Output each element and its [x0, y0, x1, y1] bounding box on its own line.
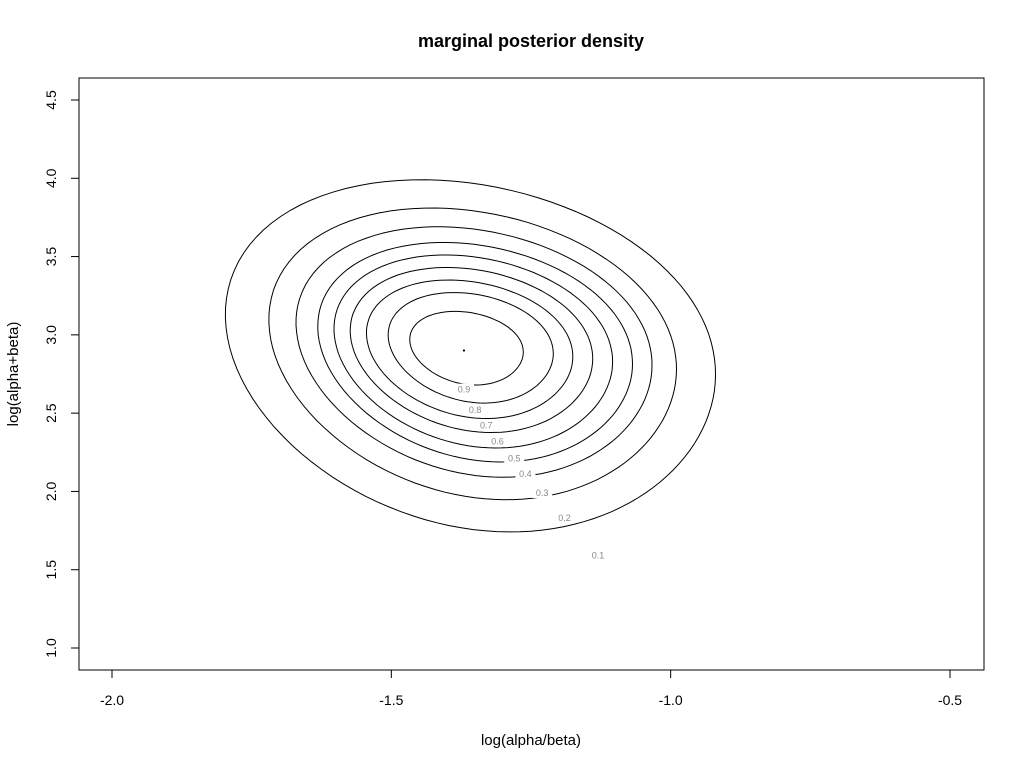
- contour-level-label: 0.6: [491, 436, 504, 446]
- contour-line: [224, 179, 717, 533]
- contour-lines: [224, 179, 717, 533]
- y-axis-label: log(alpha+beta): [5, 322, 22, 427]
- contour-line: [295, 226, 653, 478]
- contour-label-bg: [504, 452, 525, 464]
- contour-label-bg: [465, 404, 486, 416]
- contour-level-label: 0.7: [480, 421, 493, 431]
- x-tick-label: -1.0: [659, 692, 683, 708]
- contour-label-bg: [476, 419, 497, 431]
- y-tick-label: 1.5: [43, 560, 59, 580]
- plot-frame: [78, 77, 985, 671]
- contour-label-bg: [588, 549, 609, 561]
- y-axis: 1.0 1.5 2.0 2.5 3.0 3.5 4.0 4.5: [43, 90, 80, 658]
- contour-line: [409, 310, 524, 386]
- y-tick-label: 3.5: [43, 247, 59, 267]
- x-axis: -2.0 -1.5 -1.0 -0.5: [100, 669, 962, 708]
- contour-line: [366, 279, 574, 419]
- contour-level-label: 0.8: [469, 405, 482, 415]
- contour-line: [333, 254, 614, 449]
- contour-label-bg: [554, 512, 575, 524]
- contour-labels: 0.1 0.2 0.3 0.4 0.5 0.6 0.7 0.8 0.9: [453, 383, 609, 561]
- contour-line: [317, 242, 634, 463]
- y-tick-label: 4.0: [43, 168, 59, 188]
- contour-label-bg: [487, 435, 508, 447]
- y-tick-label: 2.0: [43, 481, 59, 501]
- contour-line: [349, 267, 594, 434]
- contour-level-label: 0.1: [592, 551, 605, 561]
- y-tick-label: 4.5: [43, 90, 59, 110]
- y-tick-label: 2.5: [43, 403, 59, 423]
- y-tick-label: 1.0: [43, 638, 59, 658]
- contour-label-bg: [453, 383, 474, 395]
- mode-point: [462, 349, 466, 352]
- contour-level-label: 0.4: [519, 469, 532, 479]
- contour-level-label: 0.3: [536, 488, 549, 498]
- contour-line: [387, 292, 554, 404]
- x-axis-label: log(alpha/beta): [481, 732, 581, 749]
- contour-level-label: 0.5: [508, 454, 521, 464]
- contour-level-label: 0.2: [558, 513, 571, 523]
- contour-level-label: 0.9: [458, 385, 471, 395]
- x-tick-label: -0.5: [938, 692, 962, 708]
- contour-line: [268, 207, 678, 501]
- chart-title: marginal posterior density: [418, 31, 644, 51]
- contour-label-bg: [532, 486, 553, 498]
- y-tick-label: 3.0: [43, 325, 59, 345]
- x-tick-label: -2.0: [100, 692, 124, 708]
- contour-label-bg: [515, 468, 536, 480]
- x-tick-label: -1.5: [379, 692, 403, 708]
